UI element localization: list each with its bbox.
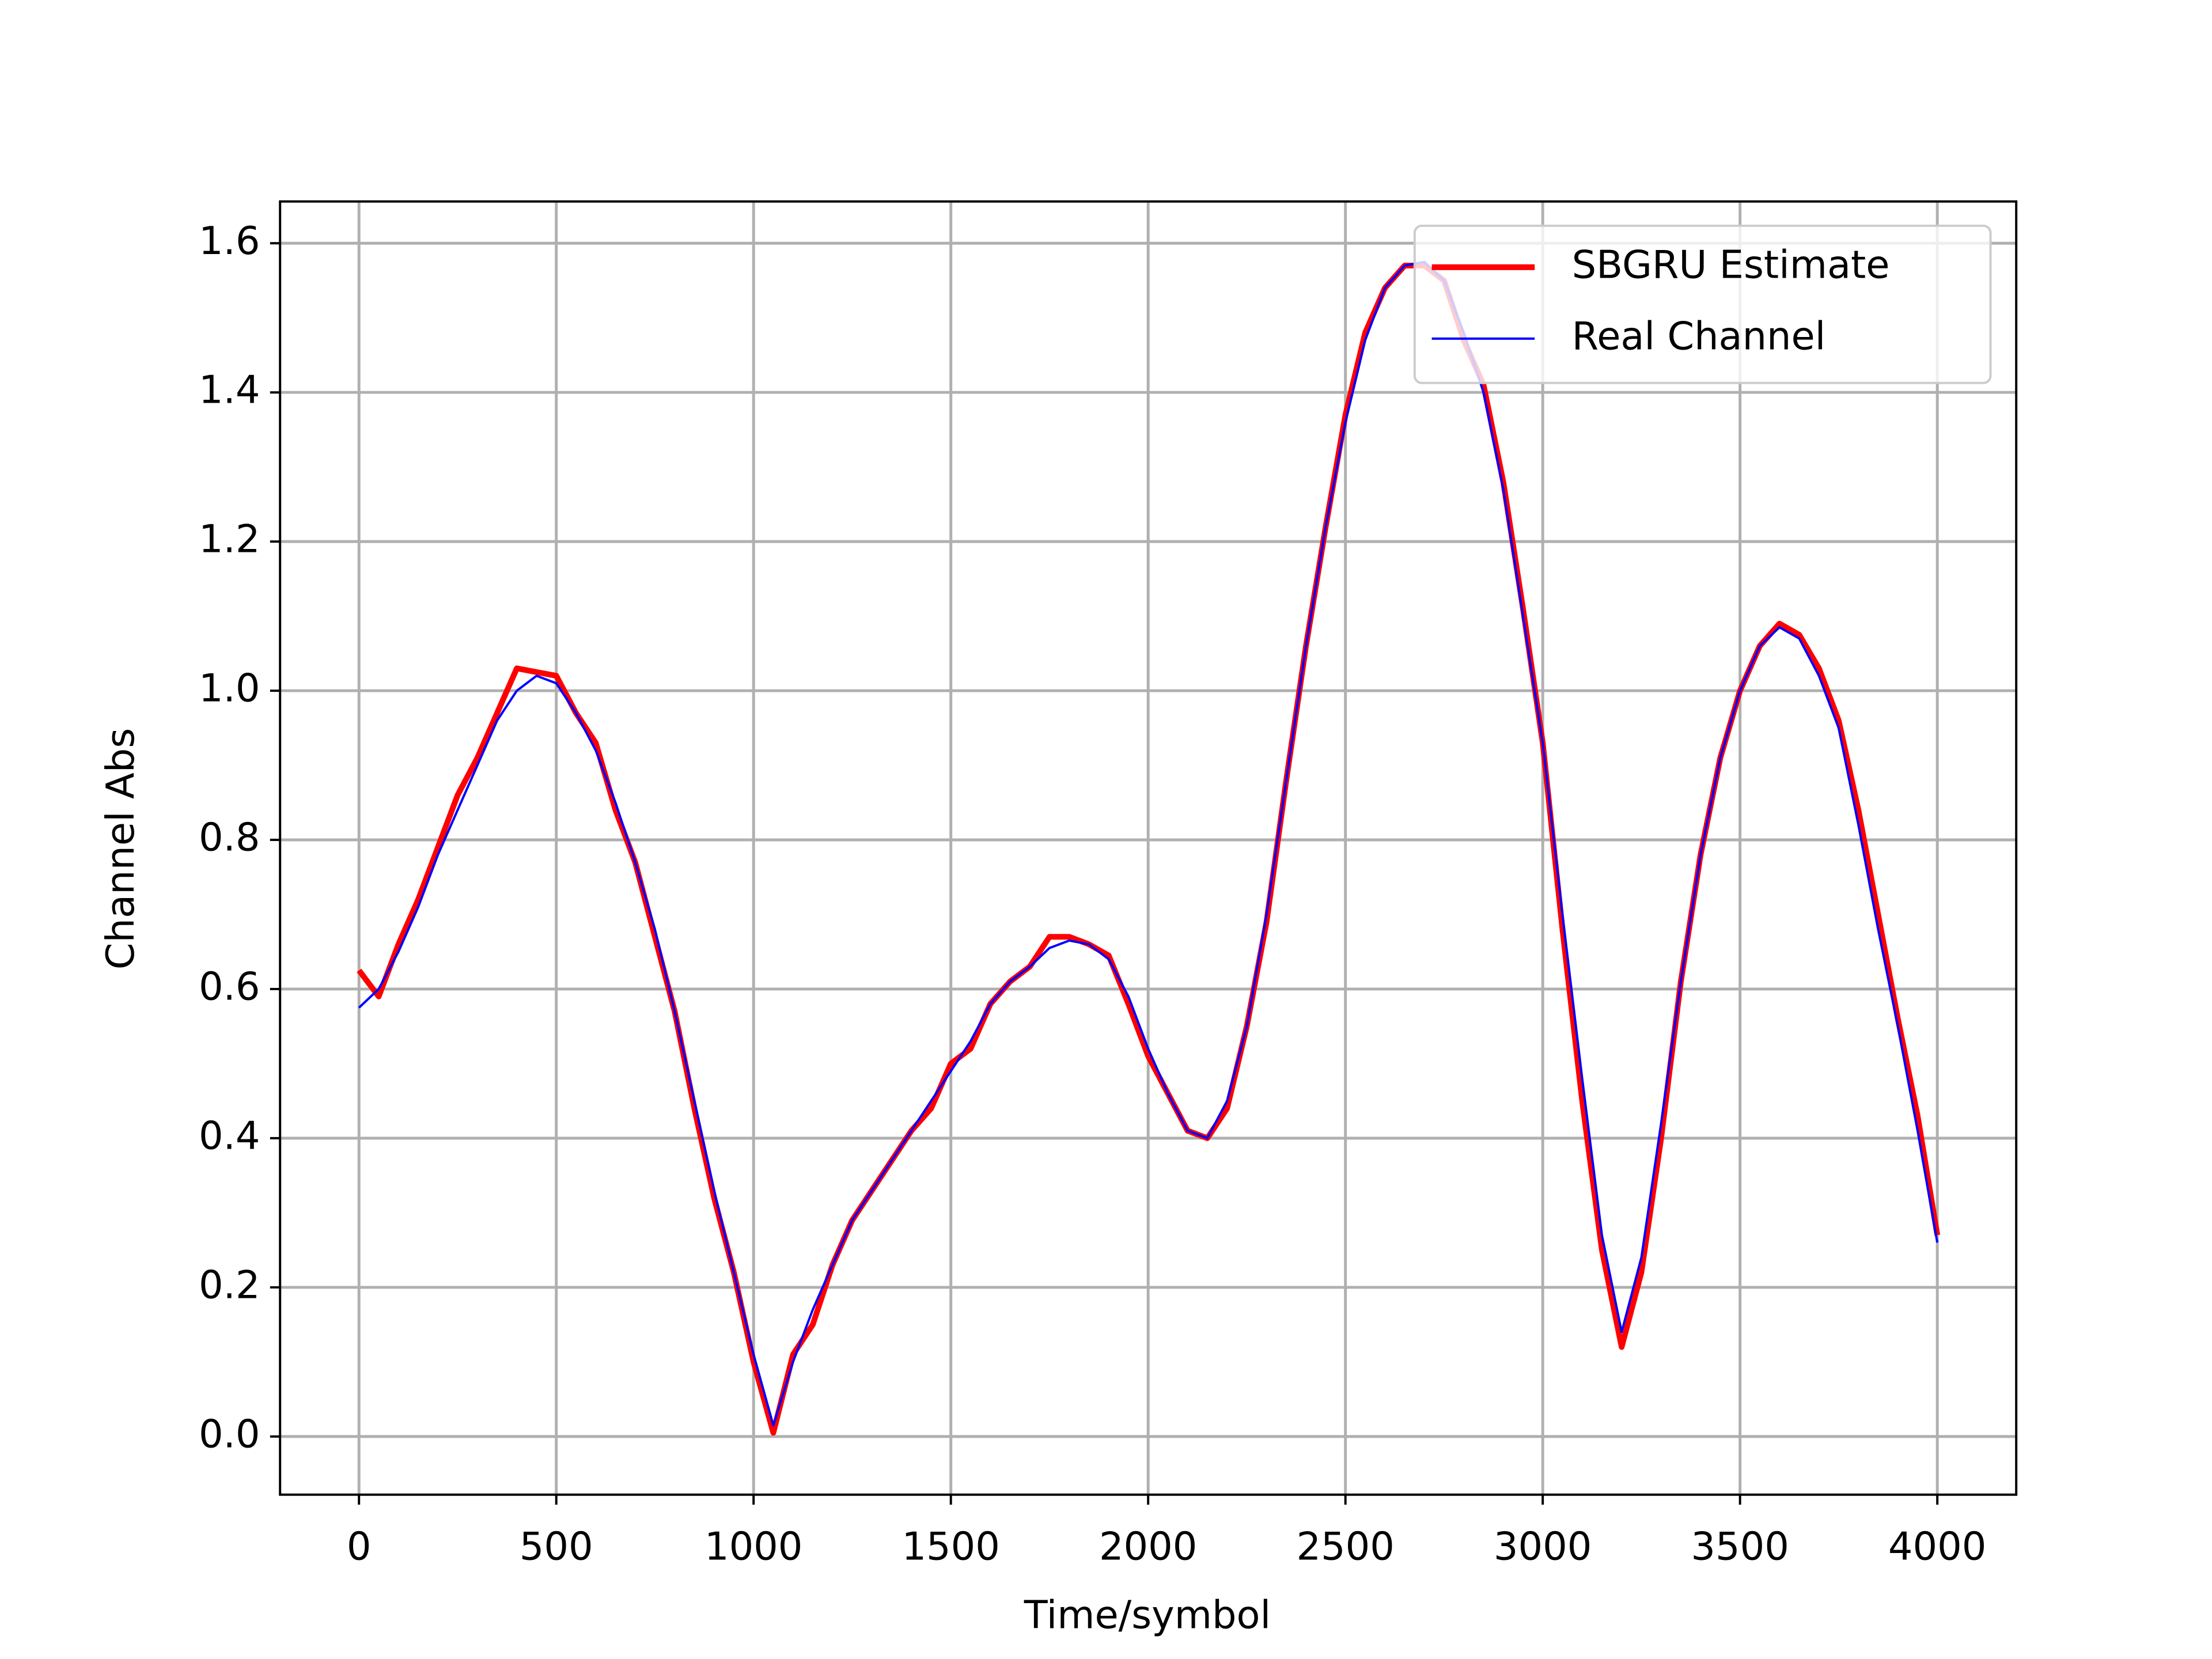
y-tick-label: 1.2 [199, 517, 260, 562]
x-tick-label: 3000 [1494, 1524, 1592, 1569]
legend-box [1413, 224, 1992, 384]
x-tick-label: 3500 [1691, 1524, 1789, 1569]
series-line [358, 260, 1939, 1427]
y-tick-label: 1.4 [199, 368, 260, 412]
x-tick-label: 1000 [704, 1524, 802, 1569]
y-axis-label: Channel Abs [98, 728, 143, 969]
x-tick-label: 0 [347, 1524, 372, 1569]
x-tick-label: 2000 [1099, 1524, 1197, 1569]
y-tick-label: 0.0 [199, 1411, 260, 1456]
y-tick-label: 0.8 [199, 815, 260, 860]
x-tick-label: 1500 [902, 1524, 999, 1569]
x-tick-label: 500 [520, 1524, 593, 1569]
plot-frame [279, 200, 2018, 1496]
y-tick-label: 0.2 [199, 1262, 260, 1307]
x-axis-label: Time/symbol [1024, 1593, 1271, 1638]
x-tick-label: 4000 [1888, 1524, 1986, 1569]
legend-label: Real Channel [1572, 313, 1826, 358]
y-tick-label: 1.0 [199, 666, 260, 711]
x-tick-label: 2500 [1296, 1524, 1394, 1569]
legend-label: SBGRU Estimate [1572, 242, 1890, 287]
y-tick-label: 1.6 [199, 218, 260, 263]
y-tick-label: 0.4 [199, 1113, 260, 1158]
y-tick-label: 0.6 [199, 964, 260, 1009]
